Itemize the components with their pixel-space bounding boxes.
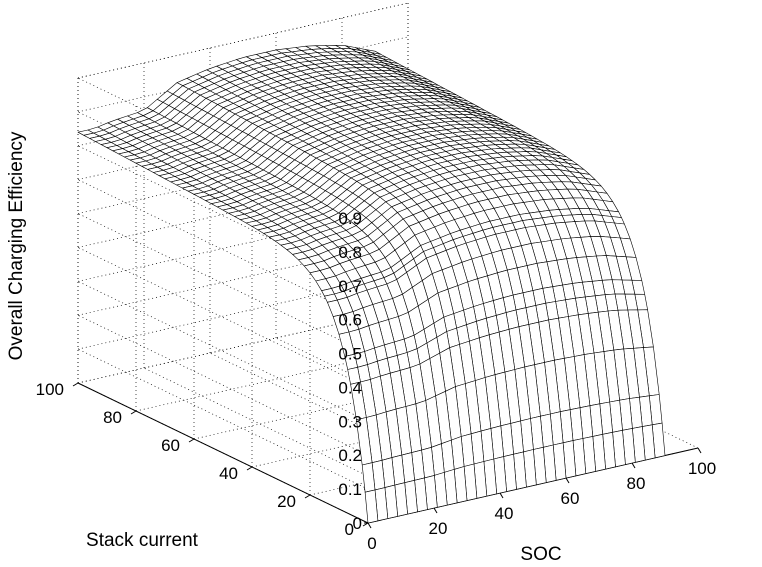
y-tick-label: 60: [161, 436, 180, 455]
z-axis-label: Overall Charging Efficiency: [6, 131, 27, 360]
y-tick-label: 80: [103, 408, 122, 427]
x-tick: [566, 478, 569, 483]
z-tick-label: 0.3: [338, 412, 362, 431]
y-tick-label: 0: [345, 520, 354, 539]
y-tick: [73, 383, 78, 386]
z-tick-label: 0.7: [338, 277, 362, 296]
x-tick: [368, 523, 371, 528]
x-tick-label: 80: [627, 474, 646, 493]
z-tick-label: 0.6: [338, 311, 362, 330]
grid-line: [78, 315, 368, 455]
x-tick-label: 20: [429, 519, 448, 538]
y-tick-label: 100: [36, 380, 64, 399]
grid-line: [78, 281, 368, 421]
z-tick-label: 0.2: [338, 446, 362, 465]
z-tick-label: 0.1: [338, 480, 362, 499]
y-axis-label: Stack current: [86, 530, 199, 551]
y-tick-label: 40: [219, 464, 238, 483]
x-tick: [698, 448, 701, 453]
y-tick: [189, 439, 194, 442]
y-tick: [305, 495, 310, 498]
y-tick-label: 20: [277, 492, 296, 511]
x-tick-label: 100: [688, 459, 716, 478]
x-tick: [500, 493, 503, 498]
y-tick: [247, 467, 252, 470]
z-tick-label: 0.4: [338, 378, 362, 397]
x-axis-label: SOC: [520, 544, 561, 565]
y-axis-line: [78, 383, 368, 523]
x-tick: [632, 463, 635, 468]
z-tick-label: 0.5: [338, 345, 362, 364]
x-tick: [434, 508, 437, 513]
x-tick-label: 60: [561, 489, 580, 508]
x-tick-label: 40: [495, 504, 514, 523]
z-tick-label: 0.9: [338, 209, 362, 228]
x-tick-label: 0: [367, 534, 376, 553]
z-tick-label: 0.8: [338, 243, 362, 262]
y-tick: [131, 411, 136, 414]
